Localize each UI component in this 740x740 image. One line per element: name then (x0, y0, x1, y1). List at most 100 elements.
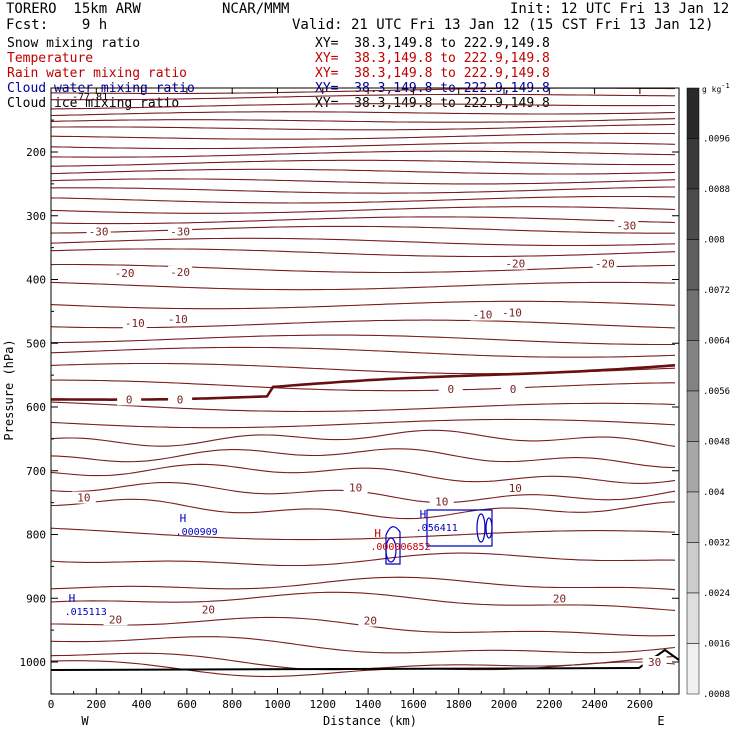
isotherm-line-37 (51, 591, 676, 611)
east-label: E (657, 714, 664, 728)
isotherm-label-bg-6 (592, 257, 617, 270)
isotherm-line-31 (51, 463, 676, 484)
zero-isotherm (51, 364, 676, 402)
isotherm-line-21 (51, 300, 676, 310)
isotherm-line-35 (51, 552, 676, 567)
isotherm-line-30 (51, 448, 676, 469)
isotherm-label-5: -20 (505, 258, 525, 271)
extremum-symbol-1: H (69, 592, 76, 605)
x-tick-label-2: 400 (132, 698, 152, 711)
colorbar-label-11: .0008 (703, 690, 730, 700)
isotherm-label-20: 20 (202, 604, 215, 617)
isotherm-label-7: -10 (125, 317, 145, 330)
extremum-symbol-2: H (420, 508, 427, 521)
y-tick-label-1: 300 (26, 210, 46, 223)
isotherm-label-bg-22 (547, 592, 572, 605)
isotherm-line-19 (51, 263, 676, 274)
colorbar-segment-0 (686, 87, 700, 139)
y-tick-label-4: 600 (26, 401, 46, 414)
isotherm-label-1: -30 (170, 226, 190, 239)
colorbar-label-1: .0088 (703, 185, 730, 195)
isotherm-line-12 (51, 186, 675, 194)
isotherm-line-0 (51, 88, 675, 94)
isotherm-label-bg-21 (358, 614, 383, 627)
legend-temp-xy: XY= 38.3,149.8 to 222.9,149.8 (315, 51, 550, 66)
isotherm-line-23 (51, 334, 675, 346)
extremum-value-2: .056411 (416, 523, 458, 534)
isotherm-label-11: 0 (126, 393, 133, 406)
isotherm-line-39 (51, 636, 676, 654)
x-tick-label-4: 800 (222, 698, 242, 711)
colorbar-unit: g kg-1 (702, 82, 730, 94)
isotherm-line-1 (51, 93, 675, 101)
x-tick-label-1: 200 (86, 698, 106, 711)
x-axis-title: Distance (km) (323, 714, 417, 728)
isotherm-label-19: 20 (109, 613, 122, 626)
colorbar-label-4: .0064 (703, 337, 730, 347)
colorbar-segment-10 (686, 592, 700, 644)
x-tick-label-3: 600 (177, 698, 197, 711)
isotherm-line-29 (51, 429, 676, 447)
isotherm-label-23: 30 (648, 656, 661, 669)
isotherm-label-14: 0 (510, 383, 517, 396)
y-tick-label-5: 700 (26, 465, 46, 478)
colorbar-segment-5 (686, 340, 700, 392)
colorbar-segment-11 (686, 643, 700, 695)
isotherm-line-20 (51, 281, 676, 291)
isotherm-label-13: 0 (447, 383, 454, 396)
colorbar-segment-8 (686, 491, 700, 543)
x-axis: 0 200 400 600 800 1000 1200 1400 1600 1800 2000 220… (48, 88, 664, 711)
extremum-value-3: .000006852 (370, 542, 430, 553)
isotherm-labels: -30 -30 -30 -20 -20 -20 -20 -10 -10 -10 -10 0 0 0 0 10 1… (71, 219, 667, 669)
west-label: W (81, 714, 89, 728)
isotherm-line-26 (51, 379, 675, 392)
y-axis-title: Pressure (hPa) (2, 339, 16, 440)
isotherm-line-7 (51, 142, 676, 150)
isotherm-contours (51, 88, 676, 678)
isotherm-label-0: -30 (89, 226, 109, 239)
isotherm-line-28 (51, 418, 676, 429)
x-tick-label-11: 2200 (536, 698, 563, 711)
isotherm-line-34 (51, 527, 676, 541)
isotherm-label-22: 20 (553, 592, 566, 605)
valid-time: Valid: 21 UTC Fri 13 Jan 12 (15 CST Fri … (292, 17, 714, 33)
isotherm-line-11 (51, 178, 676, 185)
isotherm-label-bg-0 (86, 225, 111, 238)
isotherm-label-bg-13 (438, 383, 463, 396)
legend-rain-xy: XY= 38.3,149.8 to 222.9,149.8 (315, 66, 550, 81)
isotherm-line-2 (51, 103, 675, 110)
isotherm-label-bg-9 (470, 308, 495, 321)
isotherm-label-12: 0 (177, 393, 184, 406)
top-extreme-label: -77.81 (72, 92, 108, 103)
isotherm-label-bg-4 (168, 265, 193, 278)
x-tick-label-6: 1200 (310, 698, 337, 711)
extremum-symbol-3: H (374, 527, 381, 540)
isotherm-line-15 (51, 216, 676, 225)
isotherm-line-14 (51, 206, 676, 214)
x-tick-label-7: 1400 (355, 698, 382, 711)
isotherm-line-18 (51, 248, 676, 258)
legend-snow-label: Snow mixing ratio (7, 36, 141, 51)
colorbar-segment-2 (686, 188, 700, 240)
y-tick-label-8: 1000 (20, 656, 47, 669)
colorbar-segment-7 (686, 441, 700, 493)
x-tick-label-0: 0 (48, 698, 55, 711)
model-title: TORERO 15km ARW (6, 1, 141, 17)
isotherm-line-5 (51, 123, 676, 131)
cloud-water-contours (385, 509, 493, 565)
colorbar-label-8: .0032 (703, 539, 730, 549)
colorbar-segment-4 (686, 289, 700, 341)
y-tick-label-3: 500 (26, 337, 46, 350)
zero-isotherm-line (51, 364, 676, 402)
isotherm-label-bg-20 (196, 603, 221, 616)
isotherm-label-9: -10 (473, 309, 493, 322)
extremum-value-1: .015113 (65, 607, 107, 618)
isotherm-label-bg-7 (122, 316, 147, 329)
cloud-water-contour-a (426, 509, 493, 547)
isotherm-label-bg-12 (168, 393, 193, 406)
isotherm-line-4 (51, 118, 676, 123)
isotherm-line-41 (51, 660, 676, 678)
x-tick-label-13: 2600 (627, 698, 654, 711)
isotherm-label-6: -20 (595, 258, 615, 271)
